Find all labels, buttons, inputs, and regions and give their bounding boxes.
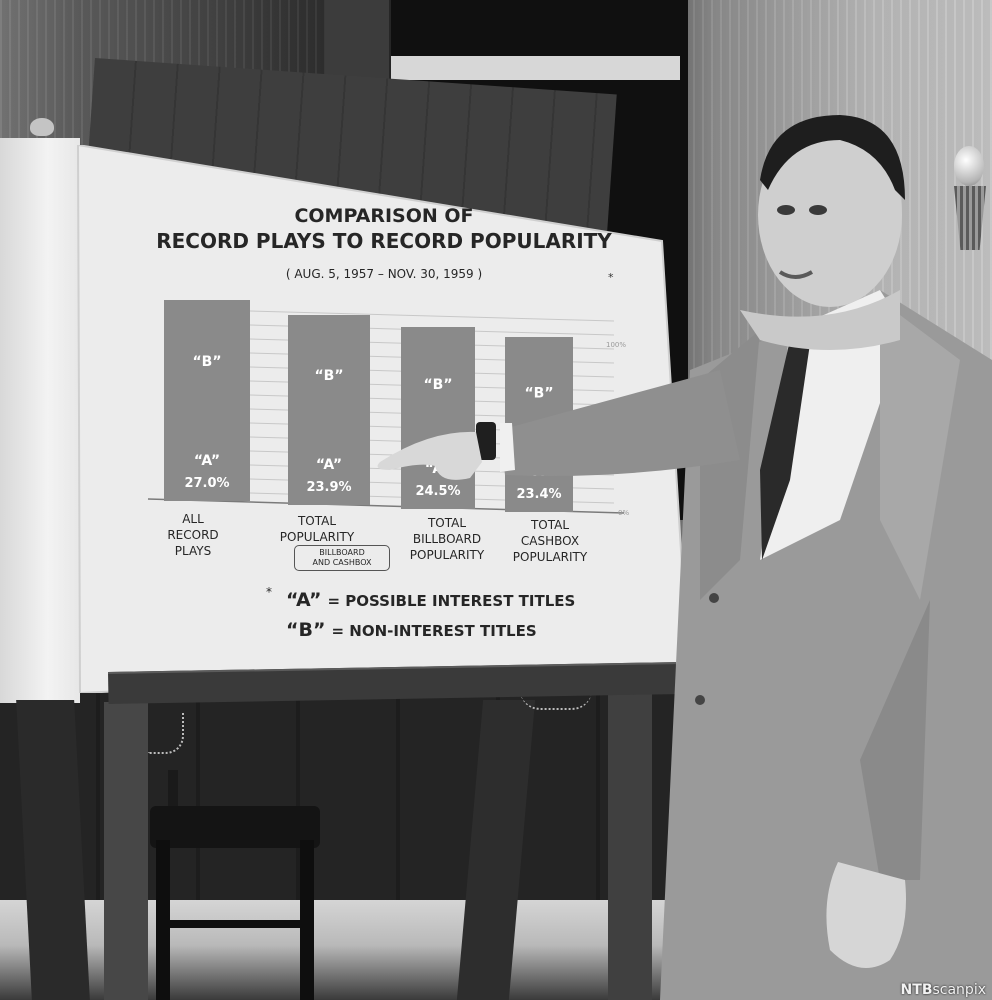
- category-label: TOTAL POPULARITY: [279, 514, 355, 544]
- legend-text-a: = POSSIBLE INTEREST TITLES: [327, 592, 576, 610]
- wooden-chair: [150, 770, 320, 1000]
- segment-label-b: “B”: [423, 377, 452, 393]
- legend-key-b: “B”: [286, 619, 326, 641]
- easel-chain: [148, 712, 184, 754]
- data-label: 23.9%: [306, 480, 351, 495]
- chart-title-line1: COMPARISON OF: [294, 205, 474, 227]
- paper-sheet: [0, 138, 80, 703]
- easel-chain: [520, 690, 592, 710]
- axis-label-top: 100%: [606, 341, 626, 349]
- segment-label-b: “B”: [192, 354, 221, 370]
- watermark-suffix: scanpix: [932, 982, 986, 998]
- chart-title-line2: RECORD PLAYS TO RECORD POPULARITY: [156, 229, 612, 253]
- bar-stack: [288, 315, 370, 505]
- legend-text-b: = NON-INTEREST TITLES: [331, 622, 537, 640]
- data-label: 24.5%: [415, 484, 460, 499]
- presenter: [377, 115, 992, 1000]
- bar-chart: “B”“A”27.0%“B”“A”23.9%“B”“A”24.5%“B”“A”2…: [147, 300, 629, 517]
- segment-label-a: “A”: [316, 457, 342, 473]
- category-note: BILLBOARD AND CASHBOX: [294, 545, 390, 571]
- category-label: TOTAL CASHBOX POPULARITY: [512, 518, 588, 564]
- segment-label-b: “B”: [524, 385, 553, 401]
- chair-back: [168, 770, 178, 818]
- legend-item-b: “B” = NON-INTEREST TITLES: [286, 619, 537, 641]
- bar-stack: [164, 300, 250, 501]
- grid-line: [249, 310, 615, 322]
- sconce-bulb: [954, 146, 984, 186]
- category-label: TOTAL BILLBOARD POPULARITY: [409, 516, 485, 562]
- watermark-brand: NTB: [900, 982, 933, 998]
- segment-label-a: “A”: [194, 453, 220, 469]
- easel-front-leg: [104, 702, 148, 1000]
- segment-label-b: “B”: [314, 368, 343, 384]
- title-asterisk: *: [608, 271, 614, 284]
- chair-seat: [150, 806, 320, 848]
- chair-rung: [158, 920, 308, 928]
- wall-lamp: [30, 118, 54, 136]
- door-frame-shelf: [388, 56, 680, 80]
- axis-label-bottom: 0%: [618, 509, 629, 517]
- wall-sconce: [950, 146, 990, 254]
- chart-date-range: ( AUG. 5, 1957 – NOV. 30, 1959 ): [285, 267, 483, 281]
- easel-front-leg: [608, 688, 652, 1000]
- legend-item-a: “A” = POSSIBLE INTEREST TITLES: [286, 589, 575, 611]
- legend-key-a: “A”: [286, 589, 322, 611]
- legend-asterisk: *: [266, 585, 272, 599]
- category-label: ALL RECORD PLAYS: [167, 512, 219, 558]
- data-label: 27.0%: [184, 476, 229, 491]
- data-label: 23.4%: [516, 487, 561, 502]
- ntb-scanpix-watermark: NTBscanpix: [901, 982, 986, 998]
